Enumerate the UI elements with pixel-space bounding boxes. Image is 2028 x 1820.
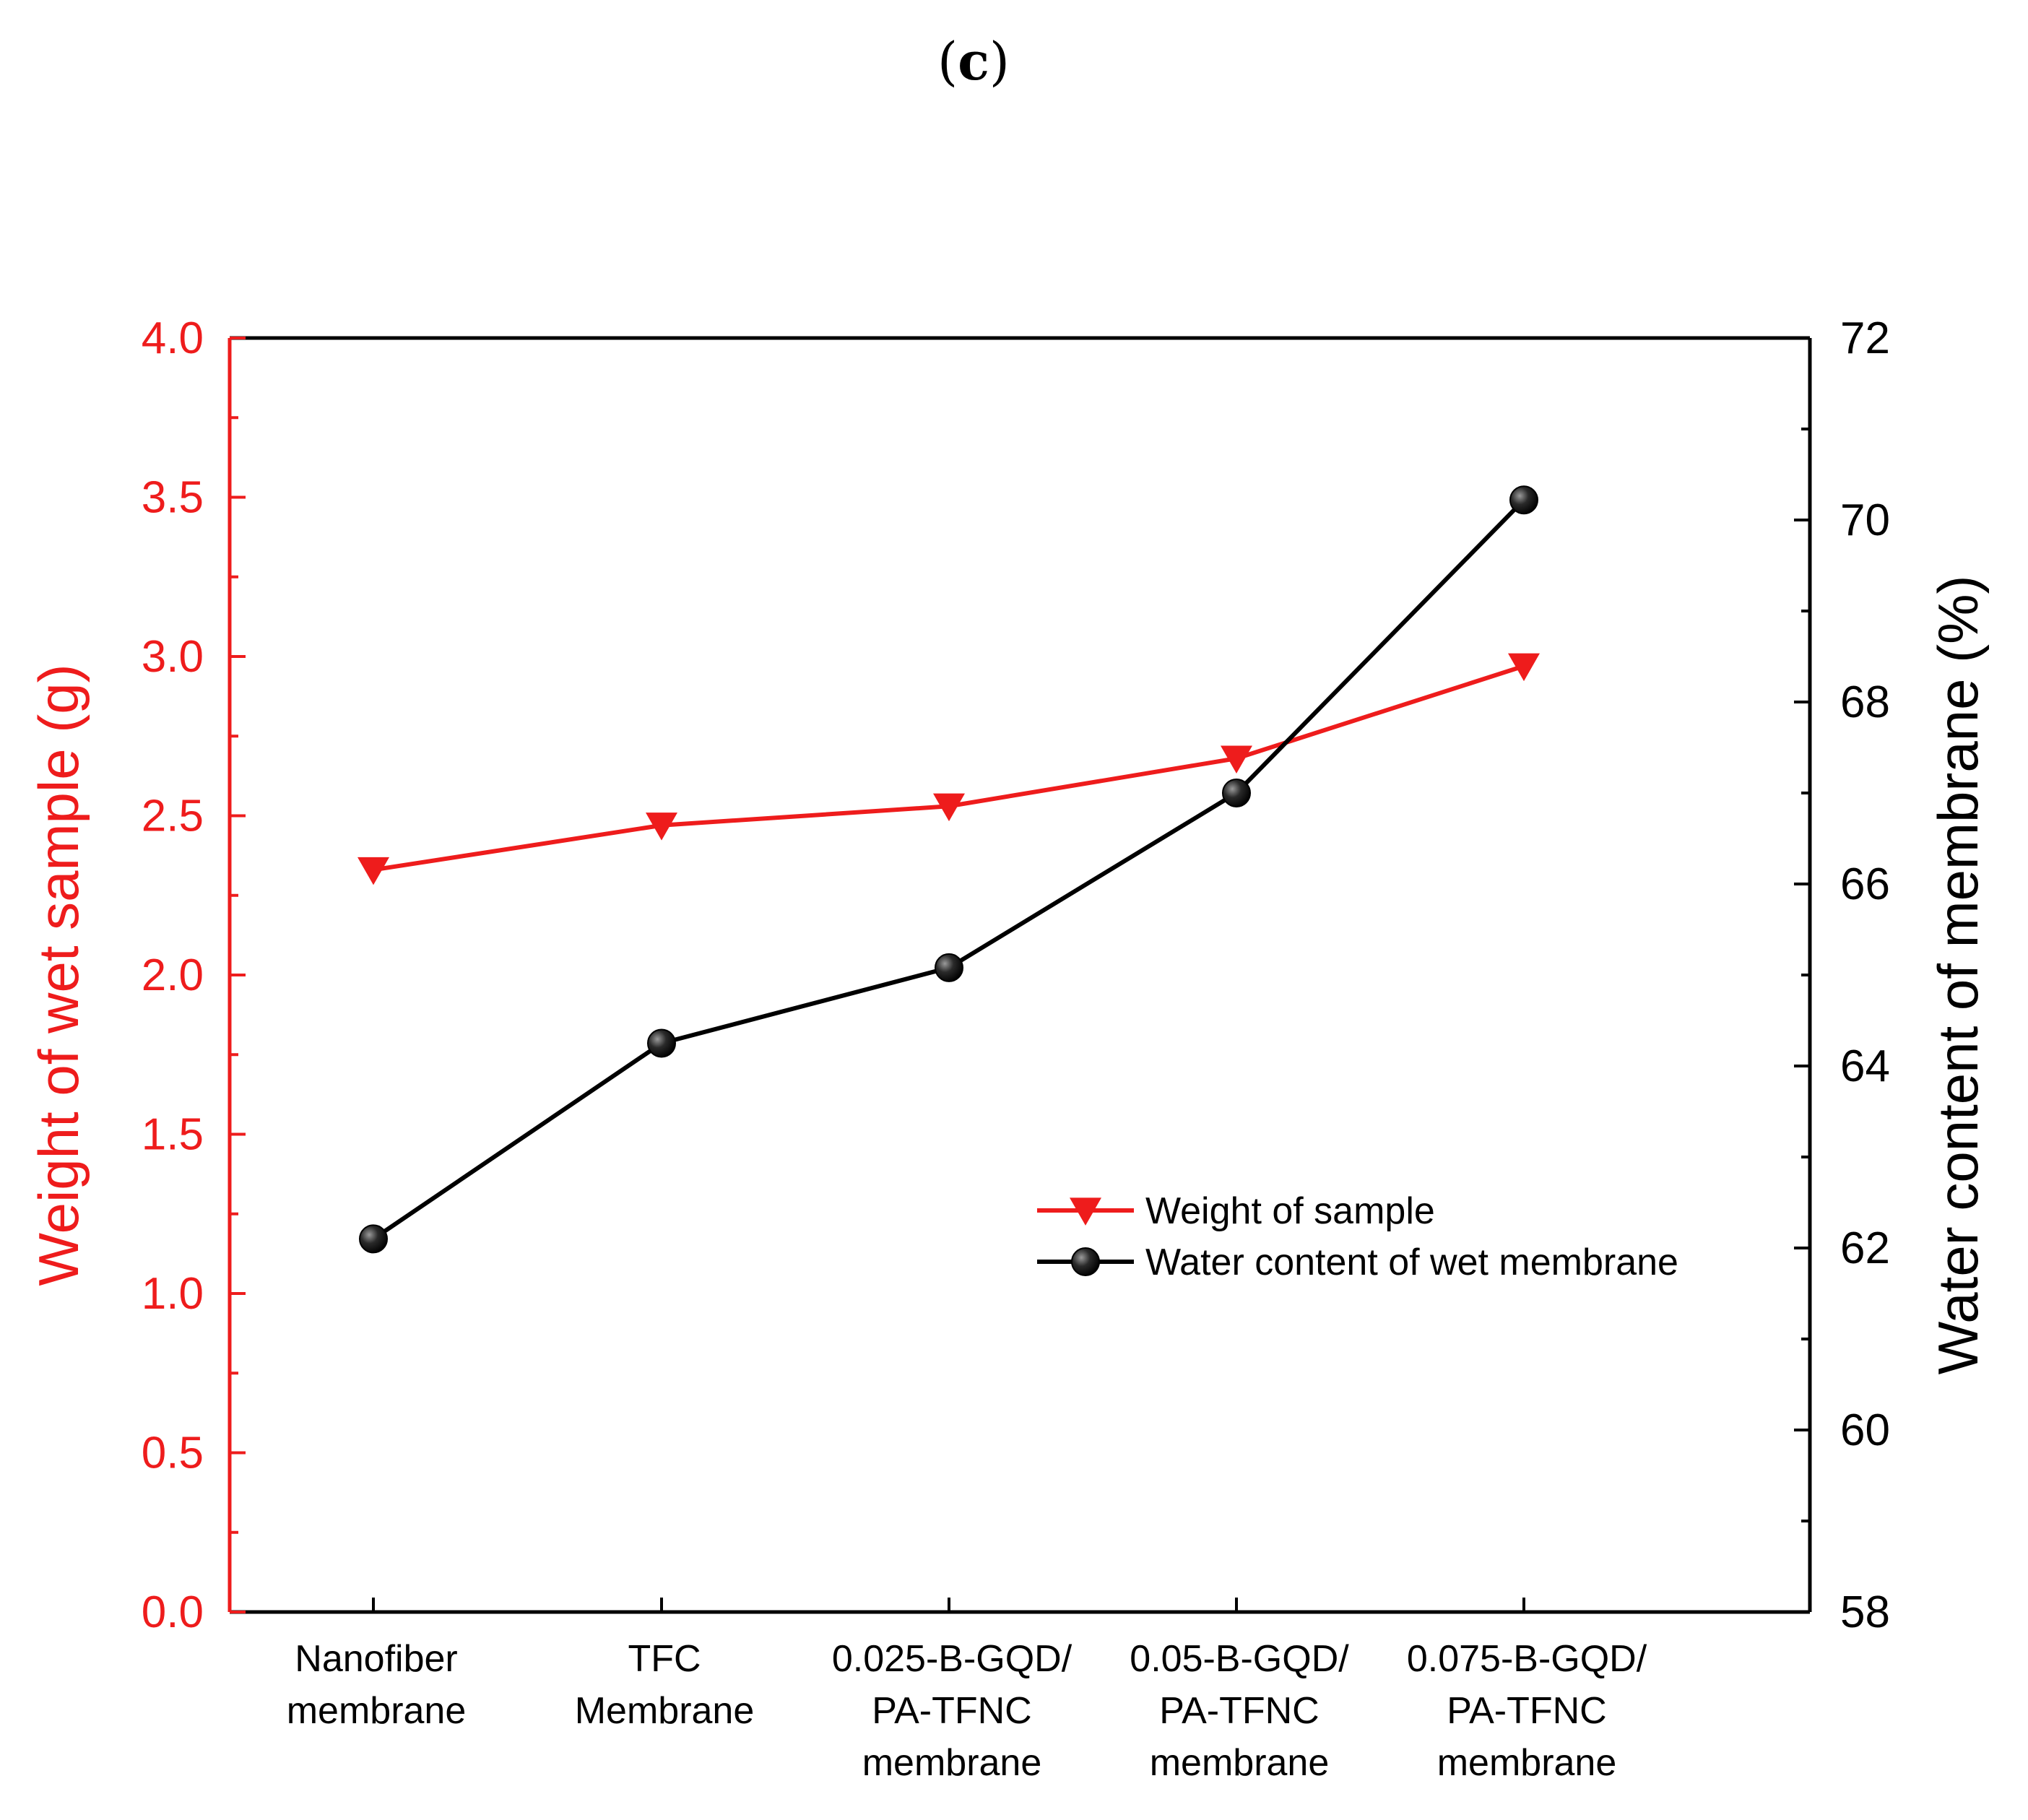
left-tick-label: 3.0	[142, 632, 204, 682]
left-tick-label: 1.5	[142, 1110, 204, 1160]
right-tick-label: 68	[1840, 677, 1890, 727]
legend-water-content-label: Water content of wet membrane	[1145, 1242, 1678, 1283]
weight-series-line	[373, 664, 1525, 872]
weight-series-point	[646, 812, 677, 841]
right-tick-label: 64	[1840, 1041, 1890, 1091]
weight-series-point	[1508, 653, 1540, 682]
left-tick-label: 4.0	[142, 313, 204, 363]
right-tick-label: 58	[1840, 1587, 1890, 1637]
right-tick-label: 66	[1840, 859, 1890, 909]
x-tick-label: TFC Membrane	[575, 1638, 755, 1732]
left-axis-title: Weight of wet sample (g)	[27, 664, 90, 1286]
left-tick-label: 0.0	[142, 1587, 204, 1637]
x-tick-label: Nanofiber membrane	[287, 1638, 467, 1732]
water-content-series-point	[647, 1028, 676, 1058]
right-tick-label: 62	[1840, 1223, 1890, 1273]
x-tick-label: 0.05-B-GQD/PA-TFNC membrane	[1130, 1638, 1349, 1784]
right-tick-label: 60	[1840, 1405, 1890, 1455]
panel-label: (c)	[937, 30, 1010, 92]
water-content-series-point	[359, 1224, 388, 1254]
right-axis-title: Water content of membrane (%)	[1926, 576, 1990, 1375]
right-tick-label: 70	[1840, 495, 1890, 545]
left-tick-label: 3.5	[142, 473, 204, 523]
water-content-series-line	[372, 498, 1526, 1241]
weight-series-point	[358, 857, 389, 885]
water-content-series-point	[935, 953, 963, 982]
legend-weight-marker	[1070, 1197, 1101, 1226]
weight-series-point	[933, 793, 965, 822]
water-content-series-point	[1509, 485, 1538, 515]
left-tick-label: 0.5	[142, 1429, 204, 1478]
x-tick-label: 0.075-B-GQD/PA-TFNC membrane	[1407, 1638, 1647, 1784]
legend-water-content-marker	[1071, 1247, 1100, 1276]
legend-weight-label: Weight of sample	[1145, 1190, 1435, 1232]
water-content-series-point	[1222, 779, 1251, 807]
x-tick-label: 0.025-B-GQD/PA-TFNC membrane	[832, 1638, 1072, 1784]
left-tick-label: 1.0	[142, 1269, 204, 1319]
left-tick-label: 2.5	[142, 792, 204, 841]
right-tick-label: 72	[1840, 313, 1890, 363]
weight-series-point	[1221, 745, 1252, 774]
left-tick-label: 2.0	[142, 950, 204, 1000]
